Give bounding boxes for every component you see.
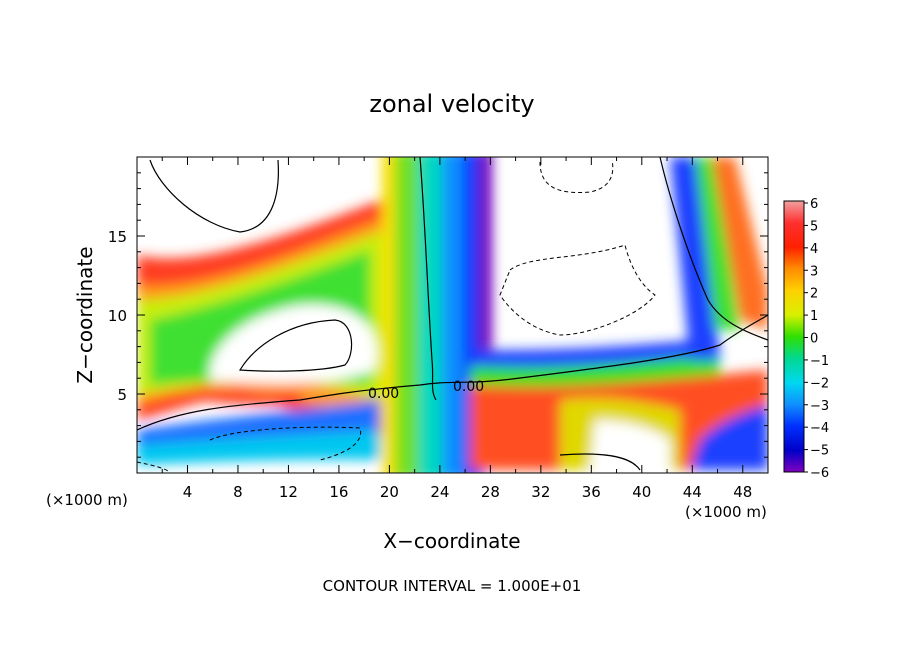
y-tick-label: 10 xyxy=(108,307,127,325)
contour-label: 0.00 xyxy=(368,386,399,402)
colorbar-tick-label: −5 xyxy=(810,444,829,459)
x-tick-label: 40 xyxy=(632,483,651,501)
y-axis-label: Z−coordinate xyxy=(73,246,97,383)
x-tick-label: 12 xyxy=(279,483,298,501)
colorbar-tick-label: 0 xyxy=(810,332,818,347)
x-tick-label: 44 xyxy=(683,483,702,501)
colorbar-tick-label: −3 xyxy=(810,399,829,414)
chart-title: zonal velocity xyxy=(369,90,534,118)
contour-label: 0.00 xyxy=(453,379,484,395)
x-axis-units-right: (×1000 m) xyxy=(685,503,767,521)
x-tick-label: 16 xyxy=(329,483,348,501)
x-tick-label: 36 xyxy=(582,483,601,501)
colorbar-tick-label: 4 xyxy=(810,242,818,257)
x-axis: 4 8 12 16 20 24 28 32 36 40 44 48 xyxy=(161,157,752,501)
dashed-contours xyxy=(137,159,656,473)
x-axis-units-left: (×1000 m) xyxy=(46,491,128,509)
y-tick-label: 15 xyxy=(108,228,127,246)
x-tick-label: 32 xyxy=(531,483,550,501)
colorbar-tick-label: 2 xyxy=(810,287,818,302)
colorbar-tick-label: −1 xyxy=(810,354,829,369)
colorbar-tick-label: −2 xyxy=(810,376,829,391)
x-tick-label: 28 xyxy=(481,483,500,501)
colorbar-tick-label: −4 xyxy=(810,421,829,436)
x-tick-label: 8 xyxy=(233,483,243,501)
colorbar-tick-label: 5 xyxy=(810,219,818,234)
y-tick-label: 5 xyxy=(117,386,127,404)
x-tick-label: 20 xyxy=(380,483,399,501)
colorbar-tick-label: −6 xyxy=(810,466,829,481)
x-axis-label: X−coordinate xyxy=(383,529,520,553)
colorbar-ticks: 6 5 4 3 2 1 0 −1 −2 −3 −4 −5 −6 xyxy=(804,197,829,481)
colorbar xyxy=(783,200,805,473)
x-tick-label: 24 xyxy=(430,483,449,501)
contour-interval-note: CONTOUR INTERVAL = 1.000E+01 xyxy=(323,577,582,595)
x-tick-label: 48 xyxy=(733,483,752,501)
colorbar-tick-label: 3 xyxy=(810,264,818,279)
heatmap-field xyxy=(137,157,768,473)
colorbar-tick-label: 1 xyxy=(810,309,818,324)
x-tick-label: 4 xyxy=(183,483,193,501)
contour-lines xyxy=(137,157,768,471)
colorbar-tick-label: 6 xyxy=(810,197,818,212)
y-axis: 5 10 15 xyxy=(108,172,768,458)
